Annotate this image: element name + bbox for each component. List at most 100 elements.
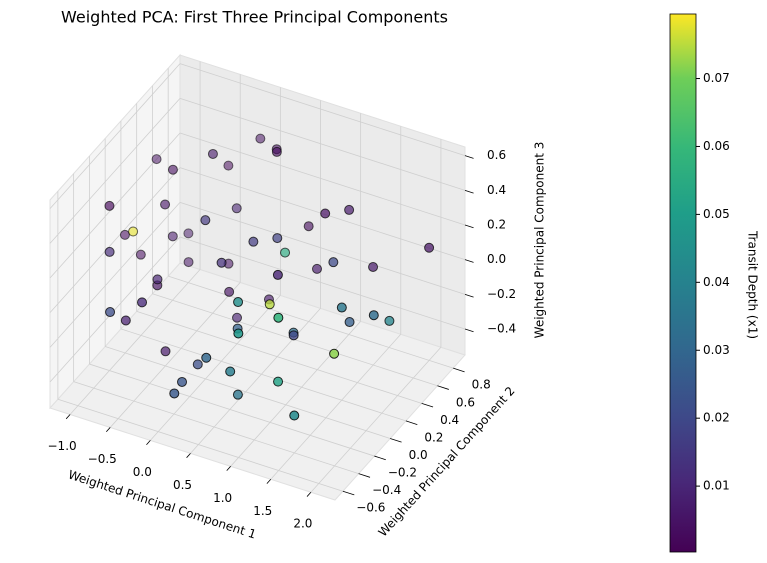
point: [248, 236, 259, 247]
point: [336, 302, 347, 313]
colorbar-tick-label: 0.02: [703, 411, 730, 425]
point: [232, 312, 243, 323]
point: [312, 263, 323, 274]
point: [151, 154, 162, 165]
tick-mark: [146, 440, 151, 446]
point: [160, 346, 171, 357]
tick-mark: [437, 385, 449, 390]
grid-line: [73, 381, 359, 475]
point: [273, 312, 284, 323]
tick-mark: [421, 402, 434, 408]
colorbar-tick-label: 0.04: [703, 275, 730, 289]
point: [120, 315, 131, 326]
tick-mark: [65, 414, 71, 420]
grid-line: [270, 334, 402, 480]
tick-mark: [464, 189, 474, 194]
grid-line: [310, 346, 442, 493]
grid-line: [49, 98, 181, 244]
grid-line: [89, 363, 375, 457]
z-axis-label: Weighted Principal Component 3: [533, 142, 547, 339]
y-tick-label: 0.2: [424, 430, 443, 444]
tick-mark: [464, 328, 474, 333]
grid-line: [109, 282, 241, 428]
point: [104, 200, 115, 211]
colorbar-tick-label: 0.05: [703, 207, 730, 221]
point: [167, 231, 178, 242]
point: [177, 376, 188, 387]
y-tick-label: −0.2: [388, 466, 417, 480]
x-tick-label: 0.0: [133, 465, 152, 479]
point: [201, 352, 212, 363]
point: [233, 328, 244, 339]
grid-line: [168, 275, 454, 369]
z-tick-label: 0.2: [487, 218, 506, 232]
tick-mark: [106, 427, 111, 433]
point: [128, 226, 139, 237]
point: [424, 242, 435, 253]
z-tick-label: 0.6: [487, 148, 506, 162]
x-tick-label: −0.5: [88, 452, 117, 466]
y-tick-label: 0.8: [472, 378, 491, 392]
point: [232, 389, 243, 400]
grid-line: [179, 132, 466, 226]
colorbar-tick-label: 0.01: [703, 479, 730, 493]
z-tick-label: 0.0: [487, 252, 506, 266]
point: [344, 317, 355, 328]
grid-line: [120, 328, 407, 422]
y-tick-label: 0.0: [409, 448, 428, 462]
colorbar: [669, 13, 697, 553]
grid-line: [179, 201, 466, 295]
tick-mark: [405, 420, 418, 425]
point: [200, 215, 211, 226]
grid-line: [136, 310, 422, 404]
grid-line: [179, 236, 466, 330]
point: [160, 199, 171, 210]
x-tick-label: 0.5: [173, 478, 192, 492]
tick-mark: [374, 455, 386, 461]
grid-line: [49, 63, 181, 209]
colorbar-label: Transit Depth (x1): [746, 230, 760, 339]
tick-mark: [226, 466, 231, 471]
point: [223, 160, 234, 171]
y-tick-label: −0.4: [372, 483, 401, 497]
x-tick-label: 2.0: [293, 517, 312, 531]
point: [169, 388, 180, 399]
colorbar-tick-label: 0.03: [703, 343, 730, 357]
point: [320, 208, 331, 219]
x-tick-label: 1.0: [213, 491, 232, 505]
point: [271, 146, 282, 157]
point: [303, 221, 314, 232]
tick-mark: [464, 259, 474, 263]
point: [264, 299, 275, 310]
point: [368, 261, 379, 272]
point: [272, 269, 283, 280]
point: [328, 257, 339, 268]
x-tick-label: −1.0: [48, 439, 77, 453]
tick-mark: [390, 438, 402, 443]
z-tick-label: −0.2: [487, 287, 516, 301]
point: [368, 310, 379, 321]
tick-mark: [358, 473, 371, 478]
z-tick-label: −0.4: [487, 322, 516, 336]
tick-mark: [186, 453, 191, 458]
x-tick-label: 1.5: [253, 504, 272, 518]
grid-line: [49, 236, 181, 383]
point: [183, 228, 194, 239]
point: [167, 164, 178, 175]
grid-line: [69, 269, 201, 415]
point: [105, 307, 116, 318]
point: [216, 257, 227, 268]
grid-line: [49, 202, 181, 348]
panes: [49, 53, 474, 501]
grid-line: [57, 398, 344, 492]
point: [233, 297, 244, 308]
chart-title: Weighted PCA: First Three Principal Comp…: [61, 8, 448, 27]
tick-mark: [464, 155, 474, 159]
point: [224, 286, 235, 297]
tick-mark: [306, 491, 312, 497]
point: [329, 348, 340, 359]
grid-line: [179, 97, 466, 191]
tick-mark: [342, 490, 355, 496]
point: [231, 203, 242, 214]
